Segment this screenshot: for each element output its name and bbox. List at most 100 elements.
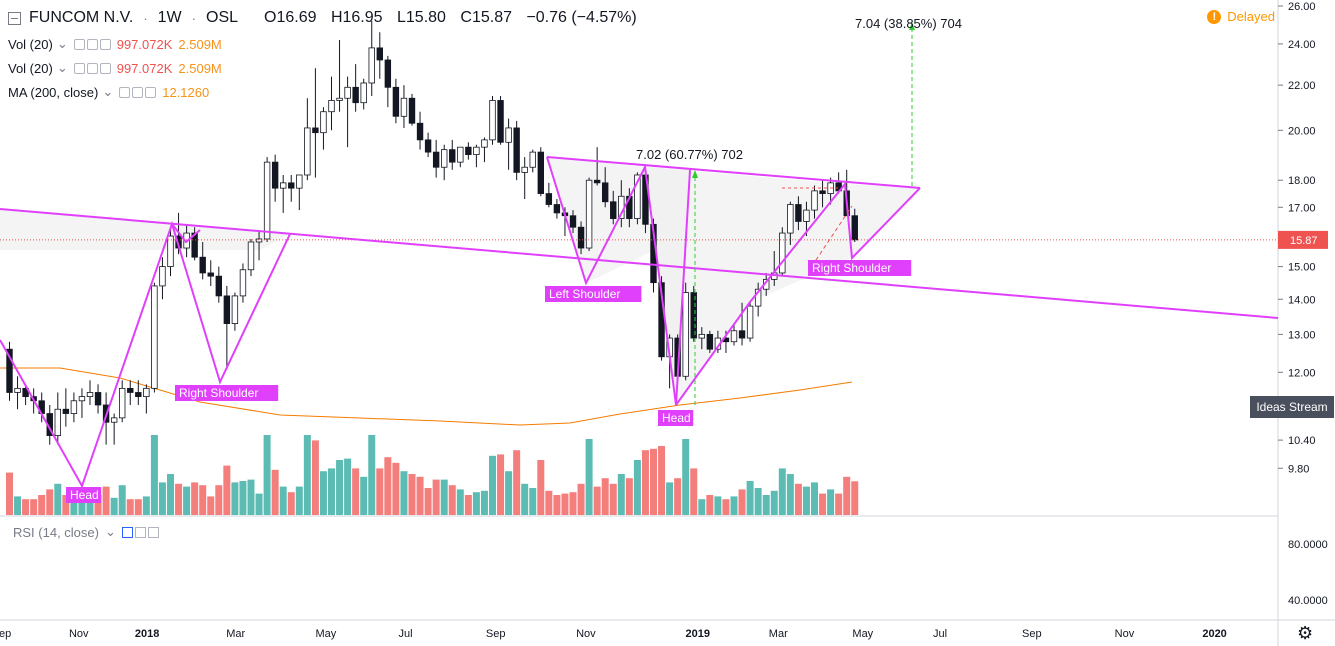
eye-icon[interactable] <box>73 38 85 50</box>
x-tick-label: Nov <box>1115 628 1135 640</box>
pattern-label: Right Shoulder <box>179 386 258 400</box>
pattern-line <box>546 156 691 406</box>
candle-body <box>54 408 61 436</box>
hidden-eye-icon[interactable] <box>121 526 133 538</box>
volume-bar <box>819 493 827 515</box>
symbol-title[interactable]: FUNCOM N.V. <box>29 9 134 26</box>
volume-bar <box>738 489 746 515</box>
candle-body <box>819 190 826 194</box>
close-icon[interactable] <box>147 526 159 538</box>
low-value: L15.80 <box>397 9 446 26</box>
pattern-label: Head <box>662 411 691 425</box>
candle-body <box>465 146 472 155</box>
volume-bar <box>754 488 762 515</box>
y-tick-label: 14.00 <box>1288 294 1316 306</box>
pattern-shade <box>645 167 920 405</box>
x-tick-label: Sep <box>1022 628 1042 640</box>
rsi-indicator-name[interactable]: RSI (14, close) <box>13 524 99 540</box>
gear-icon[interactable]: ⚙ <box>1297 623 1314 643</box>
candle-body <box>457 146 464 163</box>
volume-bar <box>336 460 344 515</box>
candle-body <box>328 100 335 113</box>
gear-icon[interactable] <box>86 38 98 50</box>
close-icon[interactable] <box>145 86 157 98</box>
candle-body <box>304 127 311 176</box>
volume-bar <box>30 499 38 515</box>
y-tick-label: 9.80 <box>1288 463 1309 475</box>
close-icon[interactable] <box>99 62 111 74</box>
open-value: O16.69 <box>264 9 317 26</box>
interval-label[interactable]: 1W <box>157 9 182 26</box>
volume-bar <box>14 496 22 515</box>
x-tick-label: Nov <box>69 628 89 640</box>
pattern-label-box <box>66 487 102 503</box>
volume-bar <box>295 486 303 515</box>
collapse-icon[interactable] <box>8 11 21 25</box>
chevron-down-icon[interactable]: ⌄ <box>56 60 68 75</box>
gear-icon[interactable] <box>134 526 146 538</box>
volume-bar <box>118 485 126 515</box>
volume-bar <box>126 499 134 515</box>
x-tick-label: Sep <box>0 628 11 640</box>
close-icon[interactable] <box>99 38 111 50</box>
chevron-down-icon[interactable]: ⌄ <box>102 84 114 99</box>
volume-bar <box>835 493 843 515</box>
gear-icon[interactable] <box>86 62 98 74</box>
close-value: C15.87 <box>460 9 512 26</box>
ideas-stream-button[interactable]: Ideas Stream <box>1250 396 1334 418</box>
candle-body <box>682 292 689 377</box>
ma-indicator-name[interactable]: MA (200, close) <box>8 84 99 100</box>
last-price-box <box>1278 230 1328 249</box>
y-tick-label: 20.00 <box>1288 125 1316 137</box>
gear-icon[interactable] <box>132 86 144 98</box>
x-tick-label: 2018 <box>135 628 159 640</box>
delayed-badge[interactable]: ! Delayed <box>1207 9 1275 24</box>
vol-indicator-name[interactable]: Vol (20) <box>8 60 53 76</box>
vol-indicator-name[interactable]: Vol (20) <box>8 36 53 52</box>
chevron-down-icon[interactable]: ⌄ <box>56 36 68 51</box>
candle-body <box>602 182 609 203</box>
volume-bar <box>682 439 690 515</box>
volume-bar <box>328 468 335 515</box>
volume-bar <box>770 490 778 515</box>
eye-icon[interactable] <box>73 62 85 74</box>
x-tick-label: 2020 <box>1202 628 1226 640</box>
volume-bar <box>319 471 327 515</box>
y-tick-label: 17.00 <box>1288 202 1316 214</box>
volume-bar <box>408 474 416 515</box>
volume-bar <box>674 478 682 515</box>
chevron-down-icon[interactable]: ⌄ <box>104 524 116 539</box>
candle-body <box>424 139 432 153</box>
volume-bar <box>424 488 432 515</box>
rsi-legend: RSI (14, close) ⌄ <box>13 524 159 540</box>
pattern-label-box <box>545 286 642 302</box>
candle-body <box>690 292 697 339</box>
volume-bar <box>609 483 617 515</box>
y-tick-label: 26.00 <box>1288 1 1316 13</box>
volume-bar <box>650 448 657 515</box>
y-tick-label: 12.00 <box>1288 367 1316 379</box>
change-value: −0.76 (−4.57%) <box>526 9 637 26</box>
volume-bar <box>368 435 376 515</box>
volume-bar <box>94 495 102 515</box>
volume-bar <box>730 496 738 515</box>
pattern-label: Left Shoulder <box>549 287 620 301</box>
candle-body <box>489 100 496 141</box>
pattern-label: Head <box>70 488 99 502</box>
candle-body <box>119 387 126 419</box>
x-tick-label: Mar <box>769 628 788 640</box>
volume-bar <box>553 495 561 515</box>
pattern-label: Right Shoulder <box>812 261 891 275</box>
volume-bar <box>625 478 633 515</box>
eye-icon[interactable] <box>119 86 131 98</box>
volume-bar <box>183 486 191 515</box>
projection-arrow <box>692 170 698 178</box>
volume-bar <box>199 485 207 515</box>
y-tick-label: 13.00 <box>1288 329 1316 341</box>
candle-body <box>62 408 70 414</box>
candle-body <box>416 122 424 141</box>
candle-body <box>14 387 21 393</box>
volume-bar <box>505 471 513 515</box>
y-tick-label: 18.00 <box>1288 175 1316 187</box>
